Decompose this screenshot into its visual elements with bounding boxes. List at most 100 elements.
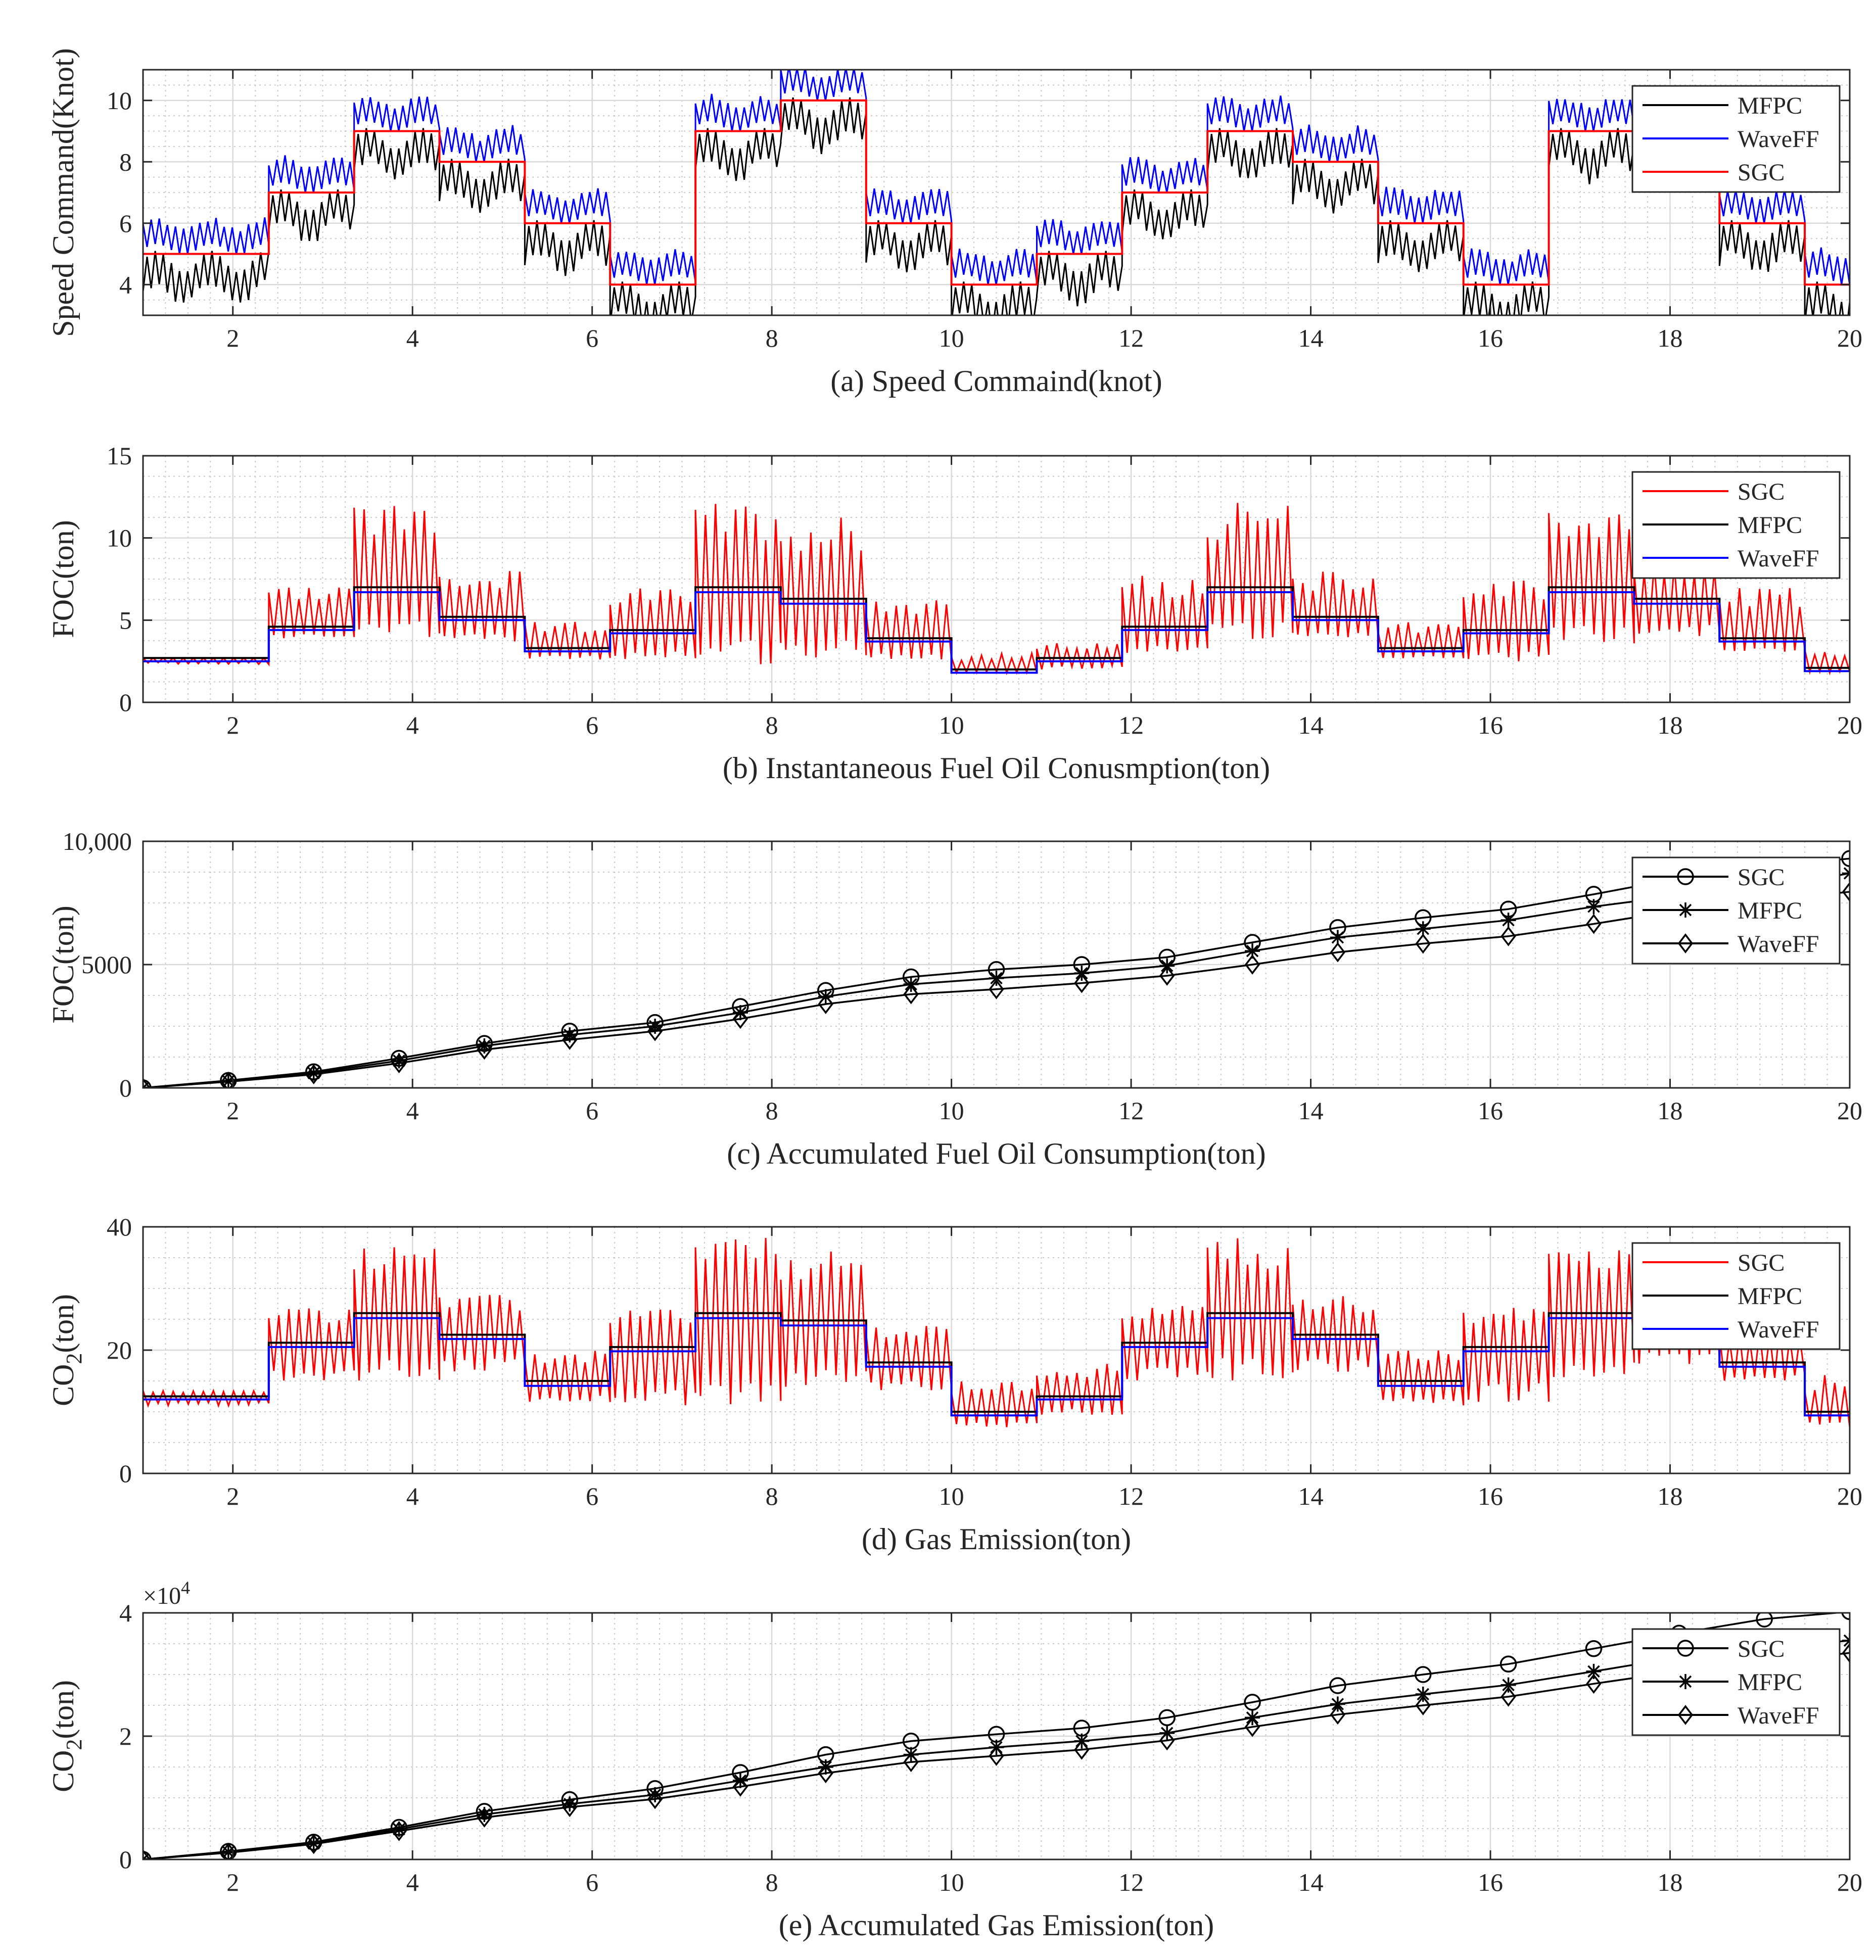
legend: SGC MFPC WaveFF xyxy=(1631,1628,1841,1736)
legend-label-waveff: WaveFF xyxy=(1738,931,1819,958)
data-point-waveff xyxy=(1586,914,1602,934)
x-tick-label: 14 xyxy=(1298,1096,1324,1125)
legend: SGC MFPC WaveFF xyxy=(1631,1242,1841,1350)
data-point-sgc xyxy=(1499,1655,1517,1673)
legend-label-mfpc: MFPC xyxy=(1738,897,1802,924)
data-point-waveff xyxy=(903,984,919,1005)
x-tick-label: 10 xyxy=(939,1482,964,1510)
y-tick-label: 40 xyxy=(107,1213,132,1241)
data-point-mfpc xyxy=(1415,921,1431,937)
y-axis-label-tail: (ton) xyxy=(46,1294,80,1353)
data-point-waveff xyxy=(1159,1730,1175,1751)
y-tick-label: 2 xyxy=(119,1722,132,1750)
data-point-waveff xyxy=(818,994,834,1014)
x-tick-label: 10 xyxy=(939,324,964,352)
x-tick-label: 6 xyxy=(586,1096,598,1125)
data-point-mfpc xyxy=(477,1806,492,1822)
data-point-waveff xyxy=(1244,954,1260,975)
x-tick-label: 2 xyxy=(226,711,239,739)
y-axis-label-sub: 2 xyxy=(62,1739,86,1750)
x-tick-label: 2 xyxy=(226,1482,239,1510)
data-point-waveff xyxy=(903,1752,919,1773)
data-point-waveff xyxy=(562,1029,578,1050)
data-point-sgc xyxy=(1329,1677,1346,1694)
data-point-waveff xyxy=(1330,1704,1346,1725)
data-layer xyxy=(143,70,1850,315)
data-point-waveff xyxy=(732,1777,748,1797)
legend-marker-waveff xyxy=(1677,1705,1694,1725)
legend-label-sgc: SGC xyxy=(1738,864,1785,891)
data-point-waveff xyxy=(220,1842,237,1859)
y-tick-label: 0 xyxy=(119,688,132,716)
data-point-waveff xyxy=(477,1039,492,1060)
x-tick-label: 4 xyxy=(406,1096,419,1125)
y-axis-label-tail: (ton) xyxy=(46,1680,80,1739)
x-tick-label: 12 xyxy=(1118,324,1144,352)
data-point-waveff xyxy=(391,1821,407,1841)
data-point-waveff xyxy=(647,1789,663,1809)
x-tick-label: 10 xyxy=(939,1096,964,1125)
x-tick-label: 18 xyxy=(1658,1482,1683,1510)
data-point-waveff xyxy=(818,1763,834,1784)
data-point-waveff xyxy=(1842,1643,1850,1663)
legend-marker-mfpc xyxy=(1678,1674,1693,1689)
data-layer xyxy=(143,850,1850,1088)
y-tick-label: 15 xyxy=(107,442,132,470)
series-line-sgc xyxy=(143,857,1850,1088)
data-point-waveff xyxy=(1159,966,1175,986)
y-tick-label: 5000 xyxy=(81,950,132,979)
x-tick-label: 16 xyxy=(1478,1482,1503,1510)
data-point-mfpc xyxy=(1330,930,1345,945)
legend-label-mfpc: MFPC xyxy=(1738,1669,1802,1696)
series-line-waveff xyxy=(143,891,1850,1088)
data-point-mfpc xyxy=(1415,1687,1431,1702)
panel-caption: (e) Accumulated Gas Emission(ton) xyxy=(779,1908,1214,1942)
x-tick-label: 14 xyxy=(1298,711,1324,739)
x-tick-label: 2 xyxy=(226,1096,239,1125)
data-layer xyxy=(143,1237,1850,1427)
x-tick-label: 4 xyxy=(406,324,419,352)
axes-box xyxy=(142,455,1851,703)
data-point-waveff xyxy=(143,1078,151,1088)
legend-label-waveff: WaveFF xyxy=(1738,1702,1819,1729)
x-tick-label: 2 xyxy=(226,324,239,352)
x-tick-label: 16 xyxy=(1478,324,1503,352)
data-point-waveff xyxy=(143,1849,151,1859)
legend-label-mfpc: MFPC xyxy=(1738,512,1802,539)
legend-marker-sgc xyxy=(1677,1640,1694,1657)
x-tick-label: 10 xyxy=(939,1868,964,1896)
x-tick-label: 6 xyxy=(586,711,598,739)
data-point-sgc xyxy=(1756,1613,1773,1628)
panel-b: 2 4 6 8 10 12 14 16 18 20 0 5 10 15 (b) Instantaneous … xyxy=(46,442,1862,785)
x-tick-label: 20 xyxy=(1837,324,1862,352)
tick-marks xyxy=(143,1612,1851,1860)
y-tick-label: 10 xyxy=(107,86,132,115)
data-point-mfpc xyxy=(391,1053,407,1069)
y-axis-label: FOC(ton) xyxy=(46,905,80,1023)
legend-label-mfpc: MFPC xyxy=(1738,1283,1802,1310)
data-point-waveff xyxy=(1500,1687,1516,1707)
y-tick-label: 5 xyxy=(119,606,132,634)
data-point-waveff xyxy=(306,1834,321,1854)
y-tick-label: 10,000 xyxy=(63,827,132,855)
data-point-mfpc xyxy=(989,970,1004,986)
x-tick-label: 16 xyxy=(1478,711,1503,739)
x-tick-label: 8 xyxy=(766,1868,778,1896)
data-point-waveff xyxy=(989,979,1004,999)
legend: SGC MFPC WaveFF xyxy=(1631,471,1841,579)
y-tick-label: 4 xyxy=(119,1599,132,1627)
series-line-waveff xyxy=(143,1652,1850,1859)
data-point-mfpc xyxy=(562,1027,578,1043)
y-tick-label: 0 xyxy=(119,1459,132,1488)
y-axis-label-main: CO xyxy=(46,1750,80,1792)
data-point-waveff xyxy=(1074,973,1090,993)
x-tick-label: 6 xyxy=(586,1868,598,1896)
panel-caption: (d) Gas Emission(ton) xyxy=(862,1522,1131,1556)
x-tick-label: 18 xyxy=(1658,711,1683,739)
legend-label-waveff: WaveFF xyxy=(1738,126,1819,153)
data-point-waveff xyxy=(477,1807,492,1828)
tick-marks xyxy=(143,455,1851,703)
exponent-label: ×104 xyxy=(143,1577,190,1609)
legend-label-sgc: SGC xyxy=(1738,159,1785,186)
data-point-waveff xyxy=(1074,1739,1090,1760)
